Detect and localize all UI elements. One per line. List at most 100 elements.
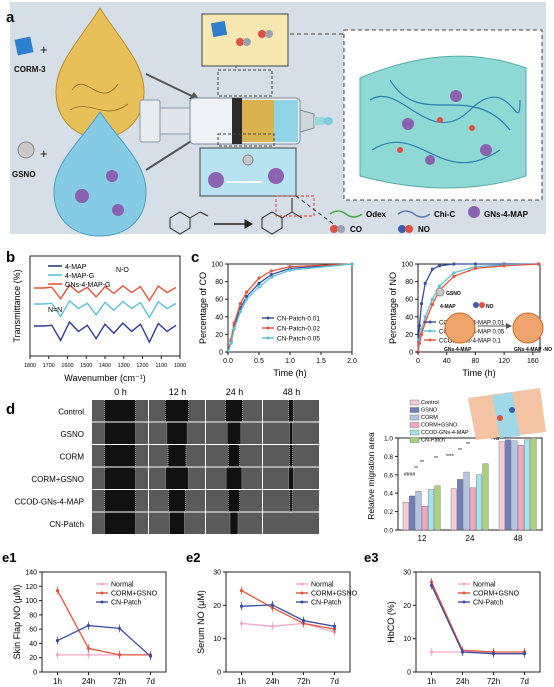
bar-xtick-label: 48 (514, 534, 523, 543)
bar-ccod-gns-4-map (524, 439, 531, 531)
legend-no: NO (418, 225, 430, 234)
migration-gap (104, 512, 136, 534)
odex-icon (329, 210, 363, 218)
e1-ytick-label: 140 (25, 570, 37, 577)
panel-b: b 1800 1700 1600 1500 1400 1300 1200 1100 1000 W… (6, 249, 186, 383)
bar-legend-control: Control (421, 400, 439, 406)
e1-legend-marker (100, 591, 104, 595)
time-label-12-h: 12 h (169, 387, 187, 397)
migration-gap (165, 467, 189, 489)
ftir-ylabel: Transmittance (%) (12, 269, 22, 342)
e1-ytick-label: 0 (33, 670, 37, 677)
no-chart-xtick-label: 120 (498, 358, 510, 365)
bar-legend-gsno: GSNO (421, 408, 438, 414)
gsno-label: GSNO (12, 170, 36, 179)
e1-series-corm-gsno (56, 590, 151, 656)
panel-a-legend: Odex Chi-C GNs-4-MAP CO NO (329, 206, 529, 234)
no-chart-xtick-label: 0 (416, 358, 420, 365)
panel-label-a: a (6, 9, 15, 26)
ftir-series-gns-4-map-g (34, 284, 177, 302)
ftir-xtick-label: 1600 (61, 363, 73, 369)
e1-series-cn-patch (57, 624, 151, 657)
co-chart-legend-marker (266, 316, 270, 320)
co-chart-legend-cn-patch-0-05: CN-Patch-0.05 (277, 336, 320, 343)
no-chart-ytick-label: 60 (405, 297, 413, 304)
bar-legend-swatch (409, 429, 420, 436)
panel-d: d 0 h 12 h 24 h 48 h ControlGSNOCORMCORM+GS… (6, 387, 546, 543)
chi-c-icon (397, 210, 431, 218)
migration-gap (226, 467, 242, 489)
significance-label: #### (404, 472, 415, 478)
co-chart-point (232, 327, 236, 331)
row-label-cn-patch: CN-Patch (49, 520, 84, 529)
gsno-sphere-icon (17, 141, 35, 159)
no-chart-ytick-label: 40 (405, 314, 413, 321)
arrow-icon (145, 73, 197, 99)
e1-frame (41, 571, 167, 673)
e2-ytick-label: 30 (213, 570, 221, 577)
migration-gap (165, 400, 189, 422)
svg-text:+: + (40, 42, 48, 57)
ftir-xtick-label: 1500 (80, 363, 92, 369)
co-chart-point (245, 294, 249, 299)
migration-gap (289, 445, 293, 467)
e3-xtick-label: 24h (456, 677, 469, 686)
co-chart-point (269, 269, 273, 273)
migration-gap (169, 512, 185, 534)
bar-ytick-label: 1.0 (384, 436, 393, 443)
e3-legend-marker (462, 582, 466, 586)
gns-icon (468, 206, 480, 218)
no-chart-point (452, 262, 456, 266)
co-chart-point (245, 297, 249, 301)
e3-legend-corm-gsno: CORM+GSNO (473, 591, 520, 598)
e1-ytick-label: 100 (25, 598, 37, 605)
e3-ytick-label: 30 (403, 570, 411, 577)
e3-xtick-label: 72h (487, 677, 500, 686)
no-chart-ylabel: Percentage of NO (388, 272, 398, 344)
migration-gap (168, 445, 186, 467)
e1-xtick-label: 24h (82, 677, 95, 686)
e2-xtick-label: 72h (297, 677, 310, 686)
bar-corm-gsno (469, 487, 476, 531)
inset-no: NO (486, 304, 494, 310)
e2-legend-marker (300, 591, 304, 595)
e1-xtick-label: 1h (53, 677, 62, 686)
panel-label-c: c (191, 249, 199, 266)
bar-gsno (505, 439, 512, 531)
panel-label-e1: e1 (2, 550, 16, 565)
co-chart-ytick-label: 40 (215, 314, 223, 321)
co-molecule-icon (330, 225, 338, 233)
co-chart-point (257, 276, 261, 280)
bar-legend-swatch (409, 399, 420, 406)
bar-ytick-label: 0.4 (384, 491, 393, 498)
row-label-ccod-gns-4-map: CCOD-GNs-4-MAP (15, 497, 84, 506)
co-chart-ylabel: Percentage of CO (198, 272, 208, 344)
e2-ytick-label: 20 (213, 603, 221, 610)
bar-ytick-label: 0.8 (384, 454, 393, 461)
migration-gap (227, 422, 241, 444)
migration-gap (228, 445, 240, 467)
co-chart-ytick-label: 0 (219, 350, 223, 357)
e1-legend-marker (100, 582, 104, 586)
e1-xtick-label: 72h (113, 677, 126, 686)
bar-xtick-label: 12 (418, 534, 427, 543)
co-chart-point (238, 309, 242, 314)
row-label-corm: CORM (60, 452, 85, 461)
e2-series-corm-gsno (241, 590, 335, 630)
bar-gsno (457, 479, 464, 531)
migration-gap (104, 490, 136, 512)
e3-frame (415, 571, 541, 673)
migration-gap (289, 490, 293, 512)
migration-gap (225, 400, 243, 422)
no-chart-ytick-label: 20 (405, 332, 413, 339)
bar-legend-swatch (409, 414, 420, 421)
no-chart-xlabel: Time (h) (462, 368, 495, 378)
time-label-48-h: 48 h (283, 387, 301, 397)
co-chart-point (229, 341, 233, 345)
e1-xtick-label: 7d (146, 677, 155, 686)
co-chart-legend-cn-patch-0-02: CN-Patch-0.02 (277, 326, 320, 333)
bar-corm (511, 440, 518, 531)
gns-4-map-particle-icon (444, 312, 476, 344)
no-chart-ytick-label: 100 (401, 262, 413, 269)
